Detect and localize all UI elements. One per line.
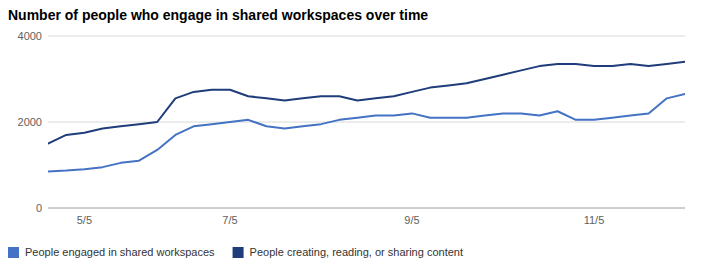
- y-tick-label: 0: [36, 202, 42, 214]
- grid-line: [48, 208, 685, 209]
- x-tick-label: 11/5: [584, 214, 605, 226]
- legend-swatch: [233, 247, 244, 258]
- chart: Number of people who engage in shared wo…: [0, 0, 701, 272]
- grid-line: [48, 122, 685, 123]
- legend-label: People engaged in shared workspaces: [25, 246, 215, 258]
- lines: [48, 62, 685, 172]
- legend-label: People creating, reading, or sharing con…: [250, 246, 463, 258]
- y-axis: 0 2000 4000: [18, 30, 685, 214]
- legend: People engaged in shared workspaces Peopl…: [8, 246, 463, 258]
- x-tick-label: 5/5: [77, 214, 92, 226]
- line: [48, 62, 685, 144]
- title: Number of people who engage in shared wo…: [8, 7, 428, 23]
- y-tick-label: 4000: [18, 30, 42, 42]
- line: [48, 94, 685, 171]
- x-tick-label: 9/5: [404, 214, 419, 226]
- x-tick-label: 7/5: [222, 214, 237, 226]
- legend-swatch: [8, 247, 19, 258]
- x-axis: 5/5 7/5 9/5 11/5: [77, 214, 605, 226]
- grid-line: [48, 36, 685, 37]
- x-axis-line: [48, 208, 685, 209]
- y-tick-label: 2000: [18, 116, 42, 128]
